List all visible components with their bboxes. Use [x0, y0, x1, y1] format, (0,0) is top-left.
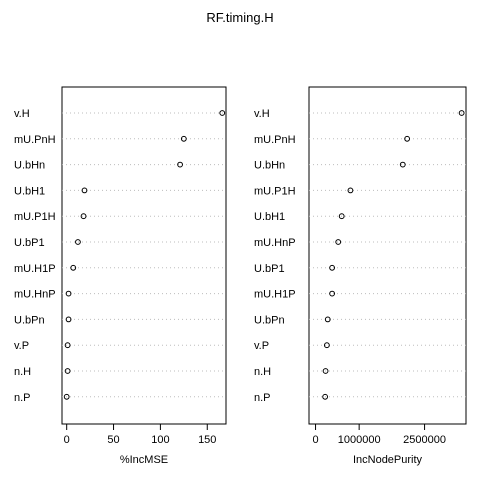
right-data-point [322, 368, 329, 374]
right-data-point [322, 393, 329, 400]
left-data-point [81, 187, 88, 194]
left-data-point [75, 239, 81, 245]
left-category-label: mU.HnP [14, 289, 56, 301]
left-category-label: v.H [14, 108, 30, 120]
right-data-point [324, 316, 331, 323]
left-x-tick-label: 100 [151, 434, 169, 446]
right-category-label: n.P [254, 392, 271, 404]
left-data-point [64, 342, 71, 349]
right-data-point [329, 290, 336, 297]
right-category-label: U.bPn [254, 314, 285, 326]
right-category-label: n.H [254, 366, 271, 378]
left-category-label: n.P [14, 392, 31, 404]
right-plot-frame [308, 86, 467, 425]
left-category-label: mU.PnH [14, 134, 56, 146]
right-x-tick-label: 2500000 [403, 434, 446, 446]
left-data-point [80, 213, 87, 220]
left-x-axis-label: %IncMSE [120, 454, 168, 466]
right-category-label: v.P [254, 340, 269, 352]
right-category-label: v.H [254, 108, 270, 120]
left-category-label: mU.H1P [14, 263, 56, 275]
left-data-point [63, 393, 70, 400]
page-title: RF.timing.H [206, 10, 274, 25]
left-category-label: U.bP1 [14, 237, 45, 249]
left-x-tick-label: 0 [64, 434, 70, 446]
right-x-tick-label: 1000000 [338, 434, 381, 446]
right-data-point [458, 110, 465, 116]
left-category-label: U.bPn [14, 314, 45, 326]
left-data-point [70, 264, 77, 271]
right-category-label: U.bP1 [254, 263, 285, 275]
right-data-point [404, 135, 411, 142]
right-category-label: mU.PnH [254, 134, 296, 146]
right-data-point [323, 342, 330, 349]
right-category-label: U.bH1 [254, 211, 285, 223]
right-category-label: mU.P1H [254, 185, 296, 197]
left-plot-frame [61, 86, 227, 425]
left-data-point [180, 135, 187, 142]
right-x-tick-label: 0 [312, 434, 318, 446]
right-category-label: mU.H1P [254, 289, 296, 301]
right-data-point [399, 161, 406, 168]
right-data-point [335, 239, 342, 245]
right-data-point [347, 187, 354, 194]
right-data-point [329, 264, 336, 271]
left-data-point [64, 368, 71, 374]
left-data-point [65, 316, 72, 323]
left-category-label: n.H [14, 366, 31, 378]
right-category-label: mU.HnP [254, 237, 296, 249]
left-x-tick-label: 50 [107, 434, 119, 446]
left-category-label: U.bH1 [14, 185, 45, 197]
left-category-label: v.P [14, 340, 29, 352]
left-x-tick-label: 150 [198, 434, 216, 446]
left-data-point [177, 161, 183, 168]
right-x-axis-label: IncNodePurity [353, 454, 423, 466]
left-category-label: mU.P1H [14, 211, 56, 223]
left-category-label: U.bHn [14, 160, 45, 172]
left-data-point [219, 110, 226, 116]
right-category-label: U.bHn [254, 160, 285, 172]
right-data-point [338, 213, 345, 220]
left-data-point [65, 290, 72, 297]
